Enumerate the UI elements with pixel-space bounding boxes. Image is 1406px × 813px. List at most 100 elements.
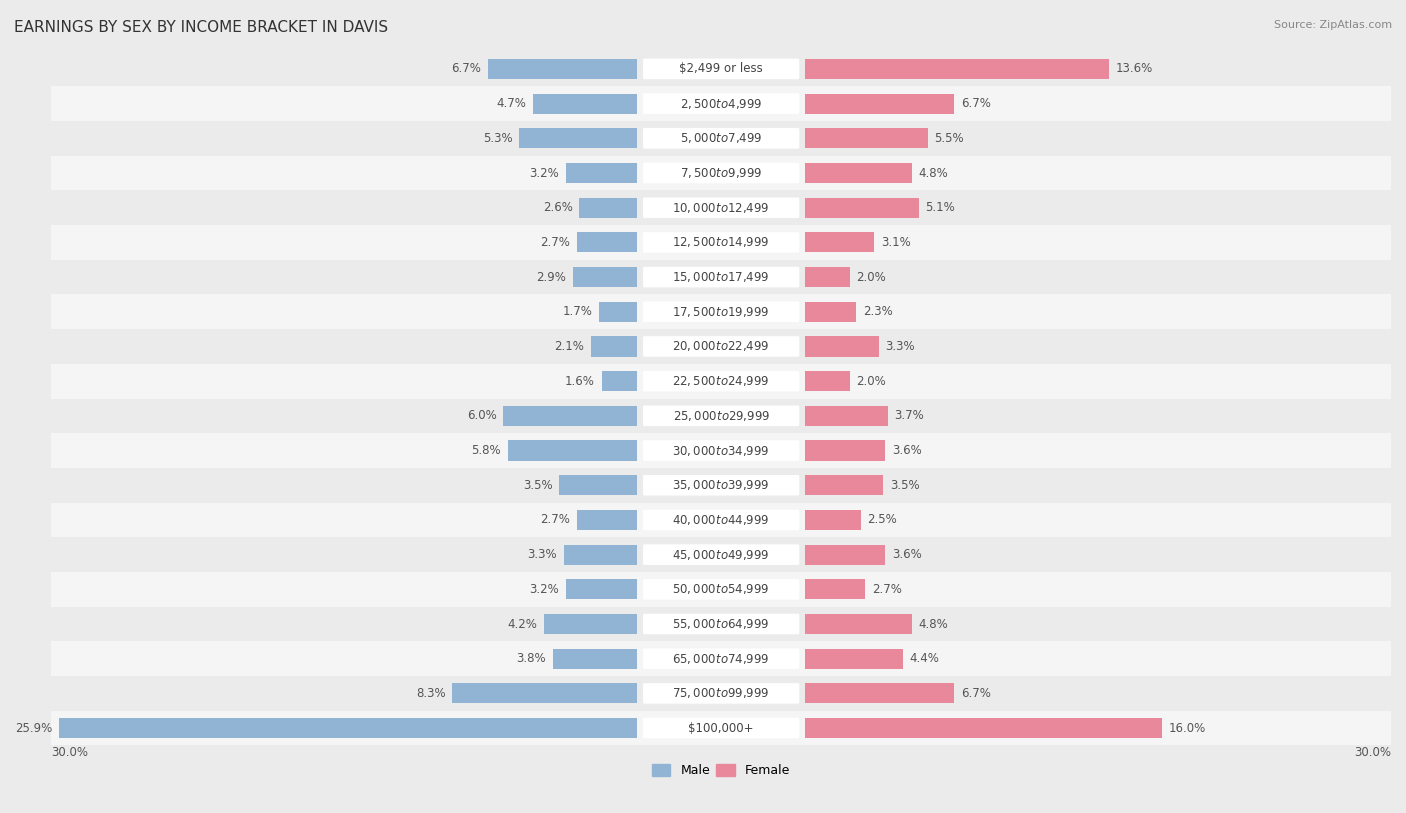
Text: 2.5%: 2.5% — [868, 514, 897, 527]
Text: $45,000 to $49,999: $45,000 to $49,999 — [672, 548, 770, 562]
FancyBboxPatch shape — [643, 649, 800, 669]
Text: 30.0%: 30.0% — [52, 746, 89, 759]
Text: 6.7%: 6.7% — [962, 97, 991, 110]
Text: 4.8%: 4.8% — [918, 167, 949, 180]
Text: 3.8%: 3.8% — [516, 652, 546, 665]
Text: $55,000 to $64,999: $55,000 to $64,999 — [672, 617, 770, 631]
Bar — [804, 684, 955, 703]
Bar — [804, 93, 955, 114]
Bar — [599, 302, 637, 322]
Bar — [567, 163, 637, 183]
FancyBboxPatch shape — [643, 579, 800, 600]
Text: $50,000 to $54,999: $50,000 to $54,999 — [672, 582, 770, 596]
Bar — [519, 128, 637, 149]
Bar — [804, 198, 918, 218]
Bar — [804, 441, 886, 461]
Text: 25.9%: 25.9% — [15, 722, 52, 735]
Text: $100,000+: $100,000+ — [689, 722, 754, 735]
Text: $15,000 to $17,499: $15,000 to $17,499 — [672, 270, 770, 284]
Bar — [52, 711, 1391, 746]
FancyBboxPatch shape — [643, 337, 800, 357]
Bar — [804, 233, 875, 253]
Bar — [52, 606, 1391, 641]
Bar — [804, 302, 856, 322]
Bar — [52, 363, 1391, 398]
FancyBboxPatch shape — [643, 198, 800, 218]
Text: 3.5%: 3.5% — [890, 479, 920, 492]
Bar — [576, 510, 637, 530]
Bar — [533, 93, 637, 114]
Text: 2.6%: 2.6% — [543, 201, 572, 214]
Bar — [804, 163, 912, 183]
Text: Source: ZipAtlas.com: Source: ZipAtlas.com — [1274, 20, 1392, 30]
Bar — [804, 718, 1163, 738]
Text: 2.3%: 2.3% — [863, 305, 893, 318]
Text: 3.6%: 3.6% — [891, 444, 922, 457]
FancyBboxPatch shape — [643, 302, 800, 322]
Text: 3.2%: 3.2% — [530, 583, 560, 596]
Text: EARNINGS BY SEX BY INCOME BRACKET IN DAVIS: EARNINGS BY SEX BY INCOME BRACKET IN DAV… — [14, 20, 388, 35]
Text: 2.0%: 2.0% — [856, 271, 886, 284]
Text: $10,000 to $12,499: $10,000 to $12,499 — [672, 201, 770, 215]
Bar — [52, 294, 1391, 329]
Text: 2.7%: 2.7% — [872, 583, 901, 596]
Bar — [488, 59, 637, 79]
Text: 6.7%: 6.7% — [451, 63, 481, 76]
FancyBboxPatch shape — [643, 232, 800, 253]
Text: $12,500 to $14,999: $12,500 to $14,999 — [672, 236, 770, 250]
Bar — [503, 406, 637, 426]
Text: 4.2%: 4.2% — [508, 618, 537, 631]
Text: 2.9%: 2.9% — [536, 271, 567, 284]
FancyBboxPatch shape — [643, 406, 800, 426]
FancyBboxPatch shape — [643, 718, 800, 738]
Text: $65,000 to $74,999: $65,000 to $74,999 — [672, 652, 770, 666]
Text: 3.7%: 3.7% — [894, 410, 924, 422]
Bar — [52, 676, 1391, 711]
Legend: Male, Female: Male, Female — [652, 764, 790, 777]
Text: 4.8%: 4.8% — [918, 618, 949, 631]
Text: 1.7%: 1.7% — [562, 305, 593, 318]
Bar — [804, 128, 928, 149]
Text: 8.3%: 8.3% — [416, 687, 446, 700]
FancyBboxPatch shape — [643, 614, 800, 634]
Text: 5.5%: 5.5% — [935, 132, 965, 145]
Text: $17,500 to $19,999: $17,500 to $19,999 — [672, 305, 770, 319]
Bar — [804, 406, 887, 426]
Text: $7,500 to $9,999: $7,500 to $9,999 — [681, 166, 762, 180]
Bar — [52, 433, 1391, 468]
Text: 2.0%: 2.0% — [856, 375, 886, 388]
Text: 6.7%: 6.7% — [962, 687, 991, 700]
Bar — [804, 545, 886, 565]
FancyBboxPatch shape — [643, 93, 800, 114]
FancyBboxPatch shape — [643, 267, 800, 287]
FancyBboxPatch shape — [643, 510, 800, 530]
Bar — [52, 468, 1391, 502]
Text: $30,000 to $34,999: $30,000 to $34,999 — [672, 444, 770, 458]
Bar — [59, 718, 637, 738]
FancyBboxPatch shape — [643, 475, 800, 496]
Text: 3.6%: 3.6% — [891, 548, 922, 561]
Bar — [591, 337, 637, 357]
Bar — [52, 572, 1391, 606]
Bar — [602, 371, 637, 391]
FancyBboxPatch shape — [643, 545, 800, 565]
Bar — [804, 267, 849, 287]
Text: $20,000 to $22,499: $20,000 to $22,499 — [672, 340, 770, 354]
Text: $35,000 to $39,999: $35,000 to $39,999 — [672, 478, 770, 492]
Bar — [804, 510, 860, 530]
Bar — [52, 398, 1391, 433]
Bar — [564, 545, 637, 565]
Bar — [544, 614, 637, 634]
Bar — [804, 614, 912, 634]
Text: $75,000 to $99,999: $75,000 to $99,999 — [672, 686, 770, 700]
Text: 3.3%: 3.3% — [527, 548, 557, 561]
Bar — [508, 441, 637, 461]
Bar — [52, 51, 1391, 86]
FancyBboxPatch shape — [643, 683, 800, 704]
Text: $2,499 or less: $2,499 or less — [679, 63, 763, 76]
Bar — [804, 579, 865, 599]
Bar — [52, 537, 1391, 572]
Bar — [52, 121, 1391, 155]
Bar — [52, 190, 1391, 225]
Text: 5.1%: 5.1% — [925, 201, 955, 214]
